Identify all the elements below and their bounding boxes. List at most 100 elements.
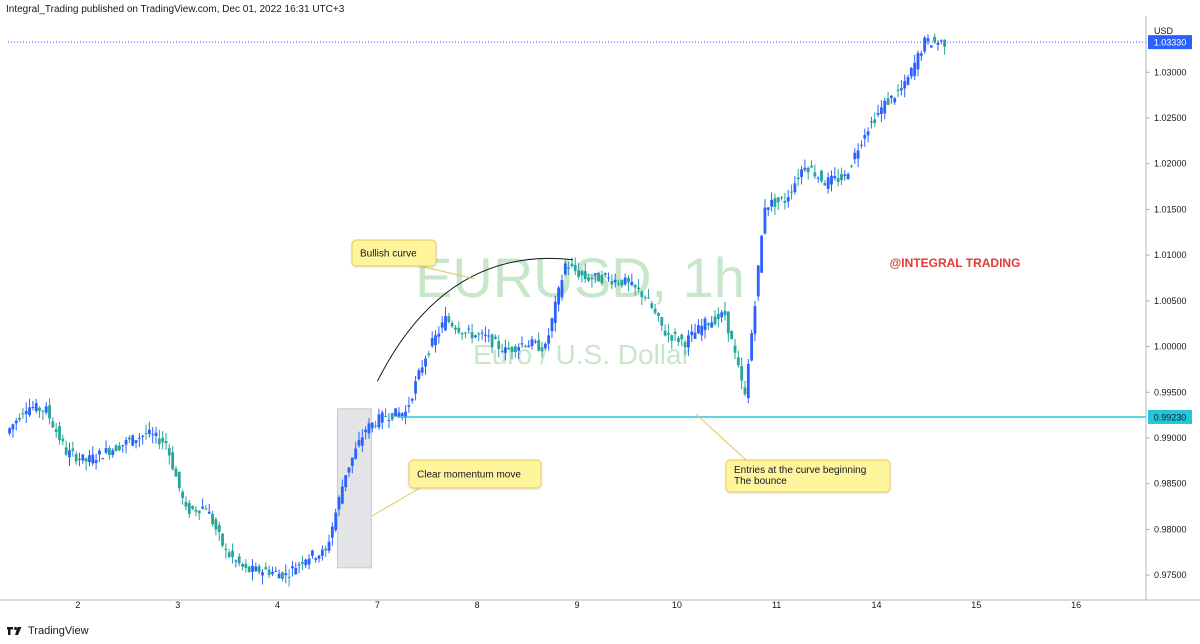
candle-body [643, 297, 647, 299]
candle-body [929, 45, 933, 48]
candle-body [590, 278, 594, 280]
candle-body [570, 263, 574, 267]
candle-body [364, 429, 368, 433]
candle-body [337, 497, 341, 510]
candle-body [181, 491, 185, 498]
candle-body [327, 541, 331, 551]
candle-body [670, 335, 674, 341]
candle-body [833, 176, 837, 179]
candle-body [184, 501, 188, 507]
candle-body [780, 197, 783, 199]
candle-body [770, 199, 773, 207]
candle-body [627, 277, 630, 283]
candle-body [68, 450, 71, 458]
candle-body [567, 267, 571, 269]
candle-body [630, 281, 634, 286]
candle-body [700, 325, 704, 336]
candle-body [257, 566, 261, 573]
candle-body [603, 273, 607, 276]
candle-body [507, 347, 511, 350]
candle-body [553, 301, 557, 323]
x-tick-label: 11 [772, 600, 781, 610]
candle-body [207, 511, 211, 514]
x-tick-label: 4 [275, 600, 280, 610]
candle-body [314, 558, 318, 560]
candle-body [919, 53, 923, 56]
candle-body [237, 556, 241, 564]
candle-body [683, 342, 687, 348]
candle-body [424, 358, 427, 367]
candle-body [350, 457, 354, 467]
candle-body [347, 467, 351, 473]
candle-body [304, 559, 308, 566]
candles-layer [8, 33, 947, 587]
candle-body [607, 277, 610, 279]
candle-body [577, 270, 580, 277]
candle-body [291, 566, 294, 569]
candle-body [74, 454, 78, 462]
candle-body [71, 448, 75, 451]
candle-body [743, 387, 747, 395]
candle-body [720, 312, 724, 318]
candle-body [354, 448, 358, 459]
candle-body [537, 340, 541, 351]
candle-body [796, 177, 800, 180]
candle-body [617, 283, 620, 285]
candle-body [307, 558, 311, 565]
x-tick-label: 7 [375, 600, 380, 610]
candle-body [231, 550, 234, 558]
x-tick-label: 8 [475, 600, 480, 610]
candle-body [137, 437, 141, 439]
candle-body [274, 571, 278, 573]
candle-body [663, 330, 667, 336]
candle-body [713, 316, 717, 325]
candle-body [24, 410, 28, 415]
candle-body [370, 422, 374, 429]
y-tick-label: 1.02000 [1154, 159, 1187, 169]
candle-body [360, 437, 364, 446]
candle-body [247, 566, 251, 572]
candle-body [124, 439, 128, 445]
candle-body [267, 569, 271, 576]
candle-body [840, 174, 843, 181]
x-tick-label: 9 [574, 600, 579, 610]
candle-body [118, 445, 121, 451]
candle-body [826, 177, 830, 189]
candle-body [251, 565, 254, 572]
watermark-symbol: EURUSD, 1h [415, 246, 745, 309]
candle-body [640, 291, 644, 298]
price-label: 1.03330 [1154, 38, 1187, 48]
candle-body [557, 287, 561, 305]
candle-body [513, 346, 517, 353]
candle-body [84, 458, 88, 462]
candle-body [410, 398, 414, 401]
candle-body [886, 98, 890, 105]
candle-body [790, 191, 793, 193]
candle-body [194, 509, 198, 512]
candle-body [104, 448, 108, 453]
candle-body [503, 347, 507, 354]
candle-body [830, 175, 833, 185]
candle-body [517, 347, 521, 351]
candle-body [98, 450, 101, 455]
candle-body [377, 414, 381, 428]
candle-body [334, 512, 338, 531]
candle-body [800, 169, 803, 177]
candle-body [870, 121, 873, 123]
candle-body [277, 573, 281, 579]
candle-body [879, 107, 883, 114]
candle-body [407, 405, 411, 407]
candle-body [850, 165, 853, 167]
candle-body [510, 347, 514, 352]
candle-body [330, 526, 334, 538]
candle-body [34, 402, 38, 412]
candle-body [108, 448, 111, 456]
candle-body [657, 312, 660, 316]
candle-body [740, 366, 744, 381]
candle-body [547, 335, 551, 344]
y-tick-label: 1.01000 [1154, 250, 1187, 260]
candle-body [696, 325, 700, 334]
candle-body [816, 177, 820, 179]
candle-body [706, 323, 710, 326]
